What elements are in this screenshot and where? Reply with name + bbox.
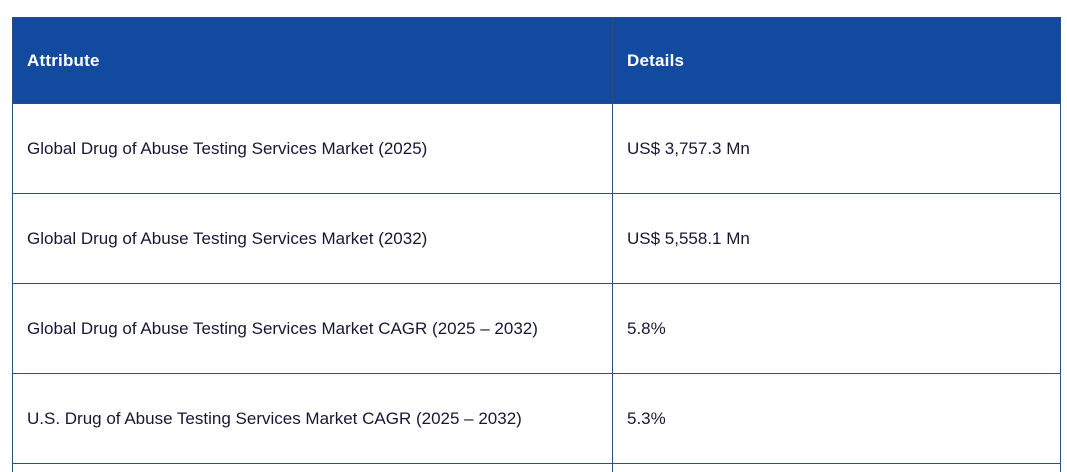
column-header-attribute: Attribute [12,17,613,104]
attribute-cell: Global Drug of Abuse Testing Services Ma… [12,193,613,284]
details-cell: 5.8% [612,283,1061,374]
table-header: Attribute Details [12,17,1061,104]
details-cell: 5.3% [612,373,1061,464]
details-cell: US$ 5,558.1 Mn [612,193,1061,284]
details-cell: US$ 3,757.3 Mn [612,103,1061,194]
attribute-cell-empty [12,463,613,472]
table-row: Global Drug of Abuse Testing Services Ma… [12,193,1061,284]
market-attribute-table: Attribute Details Global Drug of Abuse T… [12,17,1061,472]
attribute-cell: U.S. Drug of Abuse Testing Services Mark… [12,373,613,464]
table-row: Global Drug of Abuse Testing Services Ma… [12,283,1061,374]
table-row: U.S. Drug of Abuse Testing Services Mark… [12,373,1061,464]
attribute-cell: Global Drug of Abuse Testing Services Ma… [12,103,613,194]
details-cell-empty [612,463,1061,472]
table-body: Global Drug of Abuse Testing Services Ma… [12,103,1061,472]
market-table: Attribute Details Global Drug of Abuse T… [12,17,1061,472]
attribute-cell: Global Drug of Abuse Testing Services Ma… [12,283,613,374]
table-row-partial [12,463,1061,472]
header-row: Attribute Details [12,17,1061,104]
table-row: Global Drug of Abuse Testing Services Ma… [12,103,1061,194]
column-header-details: Details [612,17,1061,104]
